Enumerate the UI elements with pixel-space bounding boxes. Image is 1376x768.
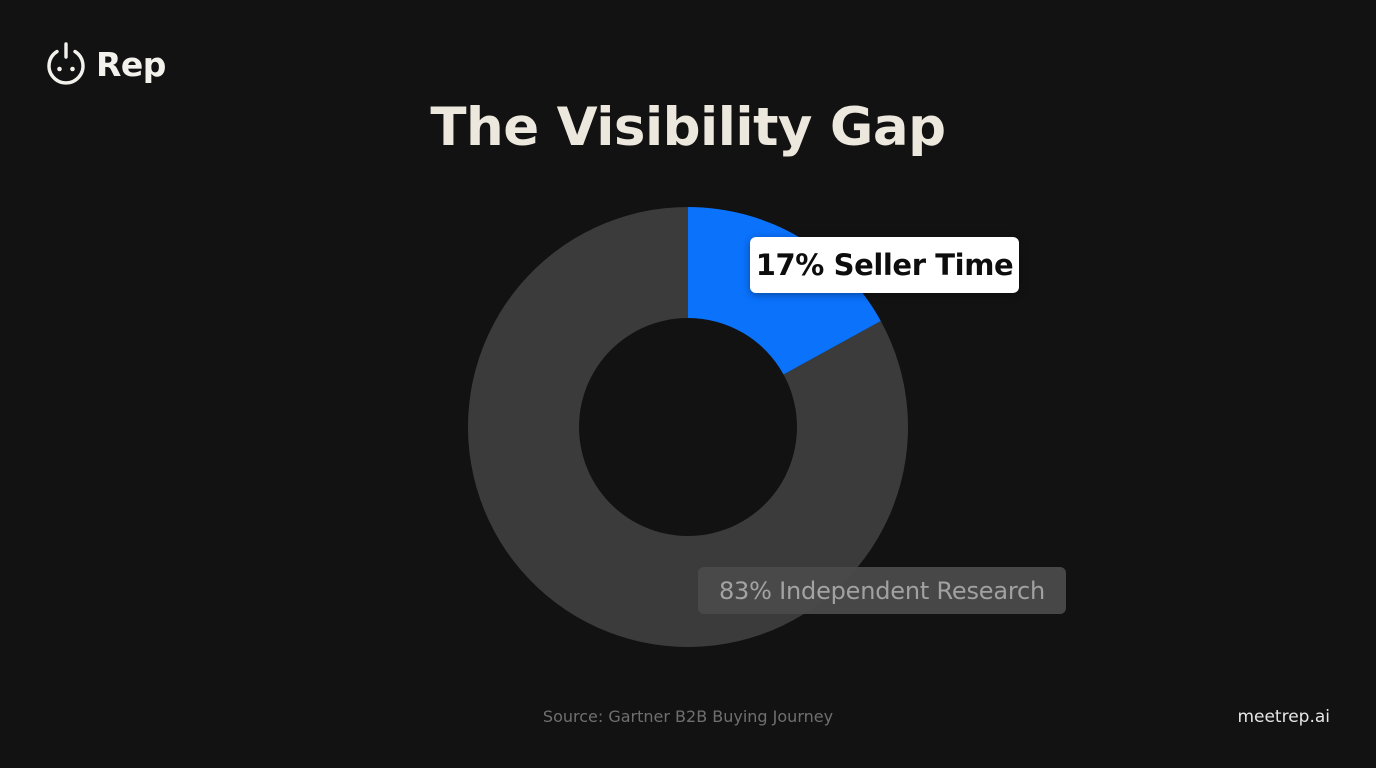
- independent-research-label-text: 83% Independent Research: [718, 576, 1045, 605]
- brand-logo: Rep: [44, 40, 166, 88]
- slide-title: The Visibility Gap: [430, 97, 946, 158]
- source-citation: Source: Gartner B2B Buying Journey: [542, 707, 834, 726]
- brand-name: Rep: [96, 44, 166, 84]
- power-face-icon: [47, 42, 85, 85]
- website-link[interactable]: meetrep.ai: [1237, 707, 1330, 727]
- seller-time-label: 17% Seller Time: [750, 237, 1019, 293]
- independent-research-label: 83% Independent Research: [698, 567, 1066, 614]
- donut-slice-independent-research: [467, 207, 908, 647]
- seller-time-label-text: 17% Seller Time: [755, 248, 1014, 282]
